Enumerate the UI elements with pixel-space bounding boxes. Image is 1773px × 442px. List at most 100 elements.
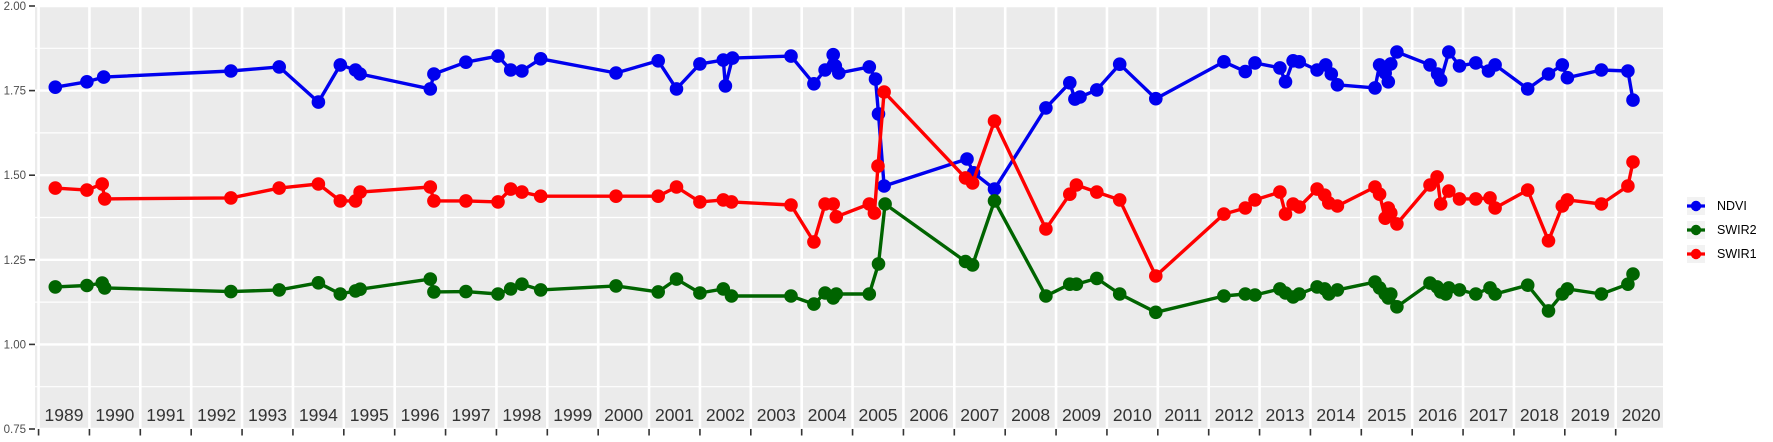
x-tick-label: 1993 — [248, 405, 287, 425]
data-point-SWIR1 — [807, 235, 821, 249]
data-point-NDVI — [832, 66, 846, 80]
data-point-SWIR1 — [669, 180, 684, 194]
data-point-SWIR2 — [965, 258, 980, 272]
data-point-SWIR2 — [987, 194, 1002, 208]
x-tick-label: 1998 — [502, 405, 541, 425]
data-point-SWIR2 — [651, 285, 665, 299]
data-point-SWIR1 — [459, 194, 473, 208]
x-tick-label: 2004 — [808, 405, 847, 425]
legend-item-ndvi: NDVI — [1687, 197, 1757, 215]
x-tick-label: 2015 — [1367, 405, 1406, 425]
data-point-NDVI — [1442, 45, 1456, 59]
x-tick-label: 1996 — [401, 405, 440, 425]
data-point-SWIR1 — [1433, 197, 1448, 211]
x-tick-label: 2008 — [1011, 405, 1050, 425]
legend-key-glyph — [1687, 200, 1705, 212]
data-point-NDVI — [1469, 56, 1483, 70]
data-point-SWIR2 — [1112, 287, 1127, 301]
data-point-NDVI — [1390, 45, 1404, 59]
x-tick-label: 1992 — [197, 405, 236, 425]
data-point-SWIR1 — [1430, 170, 1444, 184]
data-point-SWIR1 — [829, 210, 844, 224]
y-tick-label: 1.00 — [4, 339, 26, 351]
x-tick-label: 2010 — [1113, 405, 1152, 425]
data-point-SWIR1 — [1217, 207, 1231, 221]
x-tick-label: 2007 — [960, 405, 999, 425]
data-point-NDVI — [311, 95, 326, 109]
data-point-SWIR1 — [987, 114, 1002, 128]
data-point-SWIR1 — [272, 181, 287, 195]
data-point-SWIR1 — [1248, 193, 1262, 207]
data-point-SWIR2 — [353, 282, 367, 297]
data-point-SWIR2 — [1520, 278, 1535, 293]
data-point-NDVI — [1063, 76, 1077, 90]
x-tick-label: 1991 — [146, 405, 185, 425]
data-point-SWIR2 — [1594, 287, 1609, 301]
data-point-SWIR1 — [95, 177, 109, 191]
data-point-SWIR1 — [693, 195, 707, 209]
data-point-SWIR2 — [311, 276, 326, 290]
x-tick-label: 1997 — [452, 405, 491, 425]
data-point-SWIR1 — [503, 182, 518, 196]
data-point-SWIR1 — [427, 194, 441, 208]
data-point-SWIR2 — [1217, 289, 1231, 303]
legend-key-glyph — [1687, 248, 1705, 260]
data-point-SWIR2 — [1039, 289, 1053, 303]
data-point-NDVI — [1520, 82, 1535, 96]
data-point-SWIR2 — [1090, 271, 1104, 286]
data-point-SWIR1 — [423, 180, 438, 194]
data-point-SWIR2 — [1621, 277, 1635, 292]
data-point-NDVI — [1248, 56, 1262, 70]
data-point-SWIR2 — [1626, 267, 1640, 281]
data-point-SWIR1 — [1292, 200, 1306, 214]
data-point-SWIR1 — [48, 181, 63, 195]
legend-label: SWIR1 — [1717, 247, 1757, 261]
data-point-SWIR2 — [784, 289, 798, 303]
data-point-SWIR1 — [1039, 222, 1053, 236]
data-point-NDVI — [960, 152, 974, 166]
data-point-SWIR1 — [1483, 191, 1497, 205]
data-point-NDVI — [669, 82, 684, 96]
x-tick-label: 2005 — [859, 405, 898, 425]
data-point-SWIR2 — [1442, 281, 1456, 295]
data-point-NDVI — [1452, 59, 1467, 73]
data-point-NDVI — [818, 63, 832, 77]
legend-key-icon — [1687, 197, 1705, 215]
data-point-SWIR2 — [1541, 304, 1556, 318]
data-point-SWIR2 — [515, 277, 529, 292]
data-point-NDVI — [1384, 57, 1398, 71]
data-point-NDVI — [862, 60, 877, 74]
x-tick-label: 2011 — [1164, 405, 1202, 425]
data-point-SWIR1 — [1560, 193, 1575, 207]
legend-key-icon — [1687, 245, 1705, 263]
data-point-NDVI — [718, 79, 733, 93]
data-point-SWIR2 — [503, 282, 518, 296]
legend-key-icon — [1687, 221, 1705, 239]
data-point-SWIR1 — [871, 159, 885, 173]
y-tick-label: 2.00 — [4, 1, 26, 13]
x-tick-label: 2012 — [1215, 405, 1254, 425]
legend-label: SWIR2 — [1717, 223, 1757, 237]
data-point-SWIR1 — [1112, 193, 1127, 207]
data-point-SWIR1 — [533, 189, 548, 203]
data-point-NDVI — [1273, 61, 1287, 75]
data-point-SWIR2 — [693, 286, 707, 300]
data-point-SWIR2 — [609, 279, 623, 293]
data-point-SWIR2 — [80, 278, 94, 293]
data-point-SWIR1 — [965, 176, 980, 190]
x-tick-label: 1994 — [299, 405, 338, 425]
x-tick-label: 2019 — [1571, 405, 1610, 425]
data-point-NDVI — [1278, 75, 1293, 89]
data-point-NDVI — [1560, 70, 1575, 85]
data-point-SWIR1 — [1442, 184, 1456, 198]
data-point-NDVI — [826, 47, 840, 62]
data-point-SWIR2 — [1069, 277, 1084, 292]
data-point-SWIR2 — [1488, 287, 1502, 301]
data-point-SWIR1 — [1626, 155, 1640, 169]
data-point-NDVI — [1112, 57, 1127, 71]
data-point-SWIR2 — [1560, 282, 1575, 296]
legend-item-swir2: SWIR2 — [1687, 221, 1757, 239]
data-point-NDVI — [1541, 67, 1556, 81]
